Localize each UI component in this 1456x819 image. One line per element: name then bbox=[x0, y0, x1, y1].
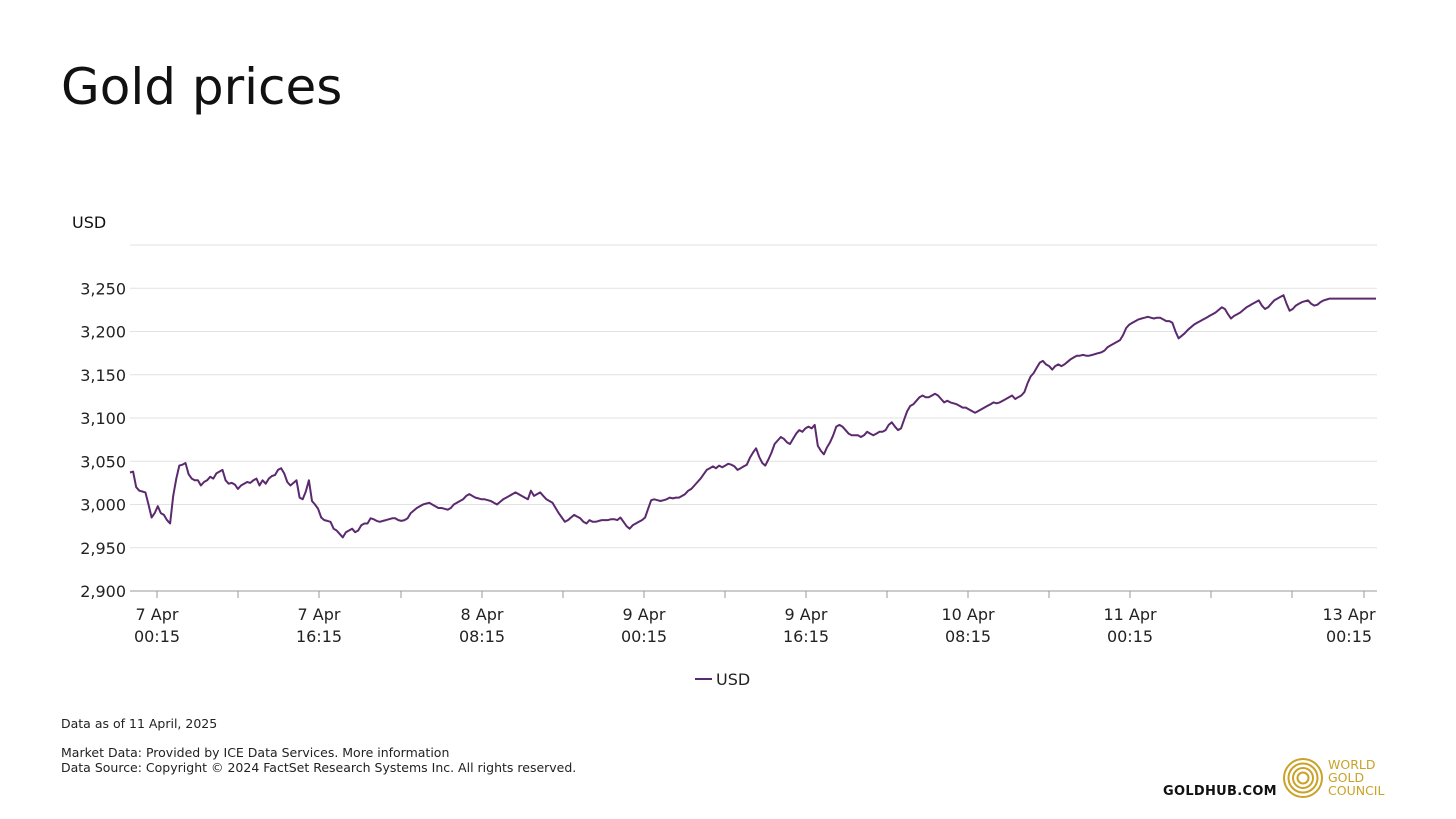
data-source-copyright: Data Source: Copyright © 2024 FactSet Re… bbox=[61, 760, 577, 775]
y-tick-label: 2,900 bbox=[80, 582, 126, 601]
x-tick-label: 7 Apr 16:15 bbox=[296, 605, 342, 646]
page-title: Gold prices bbox=[61, 58, 343, 116]
y-tick-label: 3,050 bbox=[80, 452, 126, 471]
chart-legend[interactable]: USD bbox=[695, 670, 750, 689]
chart-series bbox=[129, 294, 1376, 539]
x-tick-label: 9 Apr 16:15 bbox=[783, 605, 829, 646]
chart-gridlines bbox=[130, 244, 1377, 549]
logo-text-line-3: COUNCIL bbox=[1328, 783, 1385, 798]
y-tick-label: 3,000 bbox=[80, 496, 126, 515]
x-tick-label: 11 Apr 00:15 bbox=[1103, 605, 1157, 646]
y-axis-label: USD bbox=[72, 213, 106, 232]
x-axis: 7 Apr 00:15 7 Apr 16:15 8 Apr 08:15 9 Apr 00:15… bbox=[130, 590, 1377, 646]
y-axis-ticks: 2,900 2,950 3,000 3,050 3,100 3,150 3,200 3,250 bbox=[80, 279, 126, 601]
market-data-note[interactable]: Market Data: Provided by ICE Data Servic… bbox=[61, 745, 450, 760]
logo-text-line-2: GOLD bbox=[1328, 770, 1365, 785]
y-tick-label: 3,250 bbox=[80, 279, 126, 298]
logo-text-line-1: WORLD bbox=[1328, 757, 1376, 772]
data-as-of-note: Data as of 11 April, 2025 bbox=[61, 716, 218, 731]
x-tick-label: 13 Apr 00:15 bbox=[1322, 605, 1376, 646]
x-tick-label: 9 Apr 00:15 bbox=[621, 605, 667, 646]
legend-label: USD bbox=[716, 670, 750, 689]
y-tick-label: 3,100 bbox=[80, 409, 126, 428]
y-tick-label: 2,950 bbox=[80, 539, 126, 558]
data-source-notes: Market Data: Provided by ICE Data Servic… bbox=[61, 745, 576, 775]
series-line-usd bbox=[129, 294, 1376, 539]
world-gold-council-logo-icon bbox=[1283, 758, 1323, 798]
y-tick-label: 3,150 bbox=[80, 366, 126, 385]
goldhub-link[interactable]: GOLDHUB.COM bbox=[1163, 784, 1277, 799]
x-tick-label: 10 Apr 08:15 bbox=[941, 605, 995, 646]
x-tick-label: 8 Apr 08:15 bbox=[459, 605, 505, 646]
world-gold-council-logo-text: WORLD GOLD COUNCIL bbox=[1328, 758, 1384, 797]
y-tick-label: 3,200 bbox=[80, 323, 126, 342]
x-tick-label: 7 Apr 00:15 bbox=[134, 605, 180, 646]
